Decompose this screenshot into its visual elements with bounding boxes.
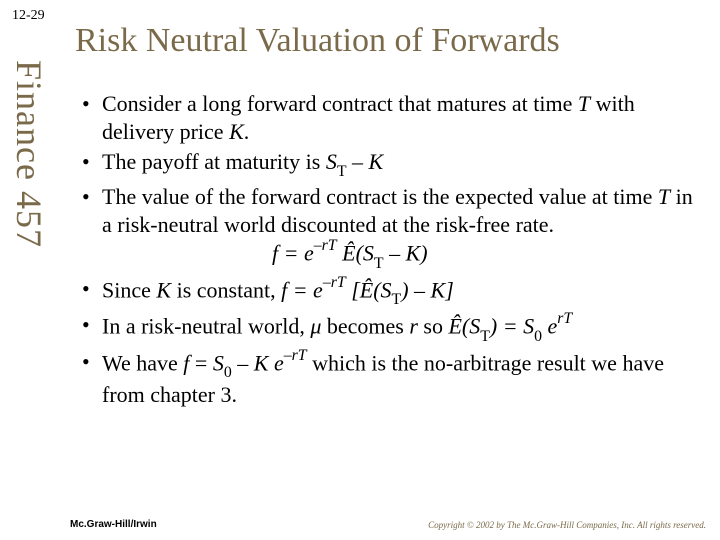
course-label: Finance 457 bbox=[8, 60, 50, 248]
bullet-5: In a risk-neutral world, μ becomes r so … bbox=[78, 311, 698, 345]
bullet-1: Consider a long forward contract that ma… bbox=[78, 90, 698, 145]
var-r: r bbox=[409, 314, 418, 339]
bullet-2: The payoff at maturity is ST – K bbox=[78, 148, 698, 180]
bullet-4: Since K is constant, f = e–rT [Ê(ST) – K… bbox=[78, 275, 698, 309]
sup: –rT bbox=[323, 274, 346, 291]
sub-T: T bbox=[480, 328, 490, 345]
text: = bbox=[189, 350, 212, 375]
text: K e bbox=[254, 350, 284, 375]
var-K: K bbox=[229, 119, 244, 144]
var-S: S bbox=[213, 350, 224, 375]
slide-number: 12-29 bbox=[12, 8, 45, 24]
var-S: S bbox=[326, 149, 337, 174]
text: so bbox=[418, 314, 449, 339]
var-K: K bbox=[156, 277, 171, 302]
sub-T: T bbox=[337, 163, 347, 180]
bullet-6: We have f = S0 – K e–rT which is the no-… bbox=[78, 348, 698, 409]
footer-copyright: Copyright © 2002 by The Mc.Graw-Hill Com… bbox=[428, 520, 706, 530]
bullet-3: The value of the forward contract is the… bbox=[78, 183, 698, 272]
sup: rT bbox=[557, 310, 572, 327]
text: ) – K] bbox=[401, 277, 454, 302]
text: – K) bbox=[384, 241, 428, 266]
text: Ê(S bbox=[337, 241, 374, 266]
sub-0: 0 bbox=[534, 328, 542, 345]
text: We have bbox=[102, 350, 183, 375]
footer-publisher: Mc.Graw-Hill/Irwin bbox=[70, 519, 157, 530]
sup: –rT bbox=[314, 237, 337, 254]
var-mu: μ bbox=[310, 314, 321, 339]
content-area: Consider a long forward contract that ma… bbox=[78, 90, 698, 412]
sub-T: T bbox=[374, 255, 384, 272]
formula-1: f = e–rT Ê(ST – K) bbox=[102, 238, 698, 272]
sup: –rT bbox=[284, 347, 307, 364]
text: Consider a long forward contract that ma… bbox=[102, 91, 578, 116]
text: Since bbox=[102, 277, 156, 302]
var-T: T bbox=[578, 91, 590, 116]
text: f = e bbox=[272, 241, 314, 266]
text: e bbox=[542, 314, 557, 339]
page-title: Risk Neutral Valuation of Forwards bbox=[75, 22, 560, 60]
text: is constant, bbox=[171, 277, 281, 302]
text: Ê(S bbox=[448, 314, 480, 339]
sub-T: T bbox=[392, 291, 402, 308]
text: ) = S bbox=[490, 314, 534, 339]
text: – bbox=[232, 350, 254, 375]
text: In a risk-neutral world, bbox=[102, 314, 310, 339]
text: The value of the forward contract is the… bbox=[102, 184, 658, 209]
text: [Ê(S bbox=[346, 277, 392, 302]
sub-0: 0 bbox=[224, 364, 232, 381]
text: The payoff at maturity is bbox=[102, 149, 326, 174]
text: becomes bbox=[321, 314, 409, 339]
text: – K bbox=[347, 149, 384, 174]
var-T: T bbox=[658, 184, 670, 209]
text: f = e bbox=[281, 277, 323, 302]
text: . bbox=[244, 119, 250, 144]
